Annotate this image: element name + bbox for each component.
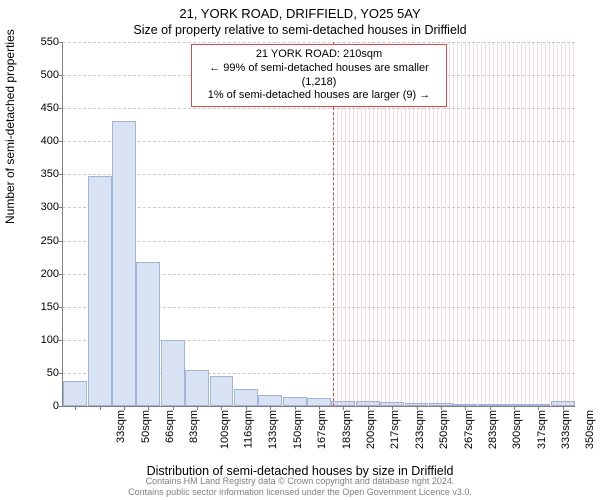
x-tick-label: 300sqm: [511, 408, 523, 449]
x-tick-label: 350sqm: [585, 408, 597, 449]
y-tick-label: 450: [41, 102, 63, 114]
y-tick-label: 300: [41, 201, 63, 213]
x-tick-label: 283sqm: [487, 408, 499, 449]
bar: [63, 381, 87, 406]
x-tick-mark: [538, 406, 539, 410]
x-tick-label: 83sqm: [188, 408, 200, 443]
x-tick-label: 116sqm: [242, 408, 254, 448]
plot-area: 05010015020025030035040045050055033sqm50…: [62, 42, 574, 406]
callout-line-3: 1% of semi-detached houses are larger (9…: [198, 89, 440, 103]
bar: [307, 398, 331, 406]
bar: [283, 397, 307, 406]
page-subtitle: Size of property relative to semi-detach…: [0, 21, 600, 37]
callout-line-2: ← 99% of semi-detached houses are smalle…: [198, 62, 440, 90]
x-tick-mark: [490, 406, 491, 410]
footer: Contains HM Land Registry data © Crown c…: [0, 476, 600, 498]
bar: [136, 262, 160, 406]
bar: [112, 121, 136, 406]
bar: [210, 376, 234, 406]
bar: [258, 395, 282, 406]
x-tick-mark: [392, 406, 393, 410]
y-tick-label: 500: [41, 69, 63, 81]
x-tick-label: 317sqm: [536, 408, 548, 449]
x-tick-label: 233sqm: [414, 408, 426, 449]
x-tick-label: 250sqm: [438, 408, 450, 449]
x-tick-mark: [197, 406, 198, 410]
y-tick-label: 250: [41, 235, 63, 247]
x-tick-label: 333sqm: [560, 408, 572, 449]
x-tick-mark: [295, 406, 296, 410]
y-tick-label: 350: [41, 168, 63, 180]
x-tick-mark: [563, 406, 564, 410]
x-tick-label: 33sqm: [115, 408, 127, 443]
x-tick-label: 267sqm: [463, 408, 475, 449]
x-tick-label: 167sqm: [316, 408, 328, 449]
x-tick-label: 66sqm: [164, 408, 176, 443]
y-tick-label: 50: [47, 367, 63, 379]
x-tick-label: 150sqm: [292, 408, 304, 449]
bar: [185, 370, 209, 406]
x-tick-label: 200sqm: [365, 408, 377, 449]
y-tick-label: 100: [41, 334, 63, 346]
x-tick-mark: [270, 406, 271, 410]
footer-line-1: Contains HM Land Registry data © Crown c…: [0, 476, 600, 487]
x-tick-mark: [514, 406, 515, 410]
y-tick-label: 200: [41, 268, 63, 280]
chart-root: 21, YORK ROAD, DRIFFIELD, YO25 5AY Size …: [0, 0, 600, 500]
x-tick-mark: [465, 406, 466, 410]
x-tick-mark: [221, 406, 222, 410]
page-title: 21, YORK ROAD, DRIFFIELD, YO25 5AY: [0, 0, 600, 21]
bar: [234, 389, 258, 406]
x-tick-label: 133sqm: [268, 408, 280, 449]
x-tick-mark: [343, 406, 344, 410]
y-tick-label: 150: [41, 301, 63, 313]
x-tick-mark: [319, 406, 320, 410]
bar: [88, 176, 112, 406]
x-tick-label: 100sqm: [219, 408, 231, 449]
x-tick-mark: [173, 406, 174, 410]
x-tick-mark: [417, 406, 418, 410]
bar: [161, 340, 185, 406]
callout-box: 21 YORK ROAD: 210sqm ← 99% of semi-detac…: [191, 44, 447, 107]
x-tick-label: 183sqm: [341, 408, 353, 449]
footer-line-2: Contains public sector information licen…: [0, 487, 600, 498]
x-tick-mark: [368, 406, 369, 410]
x-tick-mark: [124, 406, 125, 410]
x-tick-mark: [75, 406, 76, 410]
x-tick-mark: [148, 406, 149, 410]
x-tick-mark: [100, 406, 101, 410]
y-tick-label: 0: [53, 400, 63, 412]
x-tick-label: 50sqm: [140, 408, 152, 443]
y-axis-label: Number of semi-detached properties: [3, 29, 17, 224]
x-tick-mark: [246, 406, 247, 410]
x-tick-mark: [441, 406, 442, 410]
y-tick-label: 550: [41, 36, 63, 48]
y-tick-label: 400: [41, 135, 63, 147]
x-tick-label: 217sqm: [390, 408, 402, 449]
callout-line-1: 21 YORK ROAD: 210sqm: [198, 48, 440, 62]
